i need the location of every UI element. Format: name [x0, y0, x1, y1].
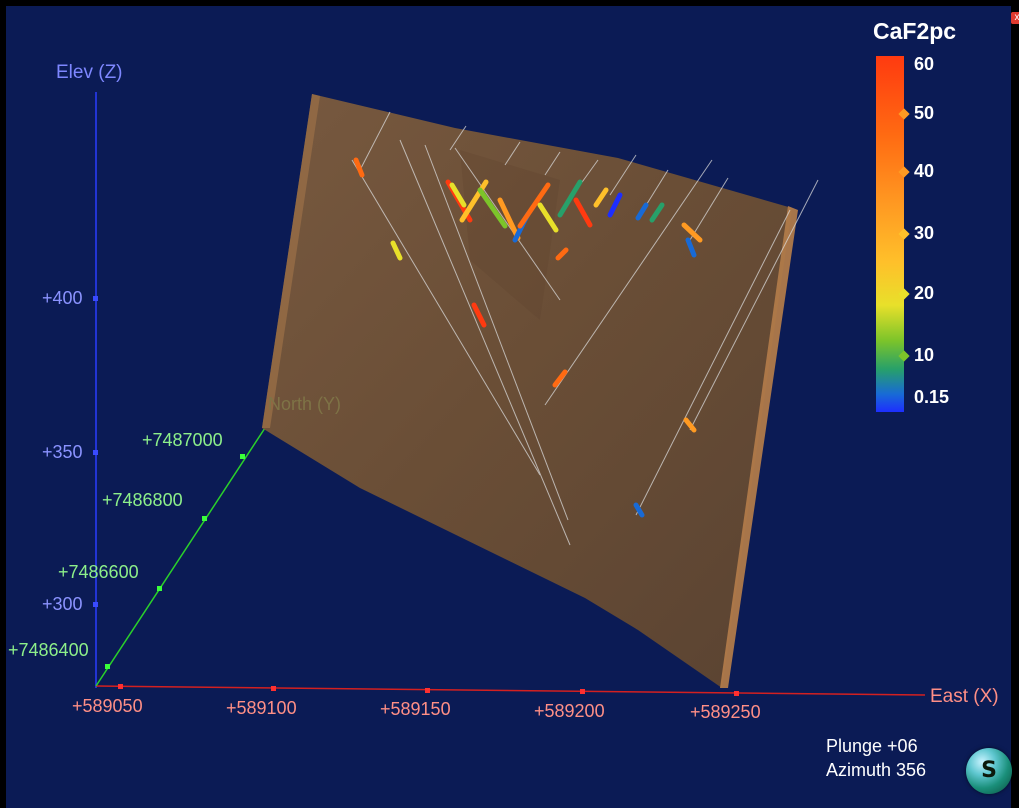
azimuth-text: Azimuth 356: [826, 760, 927, 780]
x-tick-marker: [425, 688, 430, 693]
x-tick-marker: [734, 691, 739, 696]
x-tick-label: +589250: [690, 702, 761, 722]
surface-edge-left: [262, 94, 320, 428]
y-tick-label: +7486600: [58, 562, 139, 582]
compass-ball-button[interactable]: S: [966, 748, 1012, 794]
y-tick-marker: [202, 516, 207, 521]
surface-edge-right: [720, 206, 798, 688]
legend-label: 20: [914, 283, 935, 303]
legend-label: 10: [914, 345, 935, 365]
orientation-readout: Plunge +06 Azimuth 356: [826, 734, 926, 782]
legend-title: CaF2pc: [873, 18, 957, 44]
z-tick-marker: [93, 450, 98, 455]
y-tick-label: +7487000: [142, 430, 223, 450]
legend-label: 50: [914, 103, 935, 123]
drillhole-traces: [351, 111, 819, 546]
assay-intervals: [353, 157, 703, 518]
z-axis-label: Elev (Z): [56, 62, 123, 83]
y-axis-line: [95, 427, 266, 687]
y-tick-label: +7486400: [8, 640, 89, 660]
y-tick-marker: [240, 454, 245, 459]
x-tick-label: +589100: [226, 698, 297, 718]
surface-shading: [460, 150, 560, 320]
y-axis-label: North (Y): [268, 394, 342, 414]
x-axis-line: [95, 685, 926, 696]
y-tick-marker: [105, 664, 110, 669]
x-tick-label: +589200: [534, 701, 605, 721]
legend-label: 30: [914, 223, 935, 243]
window-frame-right: [1011, 0, 1019, 808]
z-tick-marker: [93, 602, 98, 607]
close-icon[interactable]: x: [1011, 12, 1019, 24]
plunge-text: Plunge +06: [826, 736, 918, 756]
x-tick-marker: [271, 686, 276, 691]
x-tick-marker: [118, 684, 123, 689]
legend-label: 60: [914, 54, 935, 74]
legend-label: 40: [914, 161, 935, 181]
legend-label: 0.15: [914, 387, 950, 407]
z-tick-marker: [93, 296, 98, 301]
y-tick-label: +7486800: [102, 490, 183, 510]
window-frame-top: [0, 0, 1019, 6]
x-tick-label: +589150: [380, 699, 451, 719]
z-tick-label: +300: [42, 594, 83, 614]
x-axis-label: East (X): [930, 686, 999, 707]
window-frame-left: [0, 0, 6, 808]
compass-letter: S: [981, 758, 997, 783]
z-tick-label: +350: [42, 442, 83, 462]
x-tick-label: +589050: [72, 696, 143, 716]
z-tick-label: +400: [42, 288, 83, 308]
x-tick-marker: [580, 689, 585, 694]
y-tick-marker: [157, 586, 162, 591]
